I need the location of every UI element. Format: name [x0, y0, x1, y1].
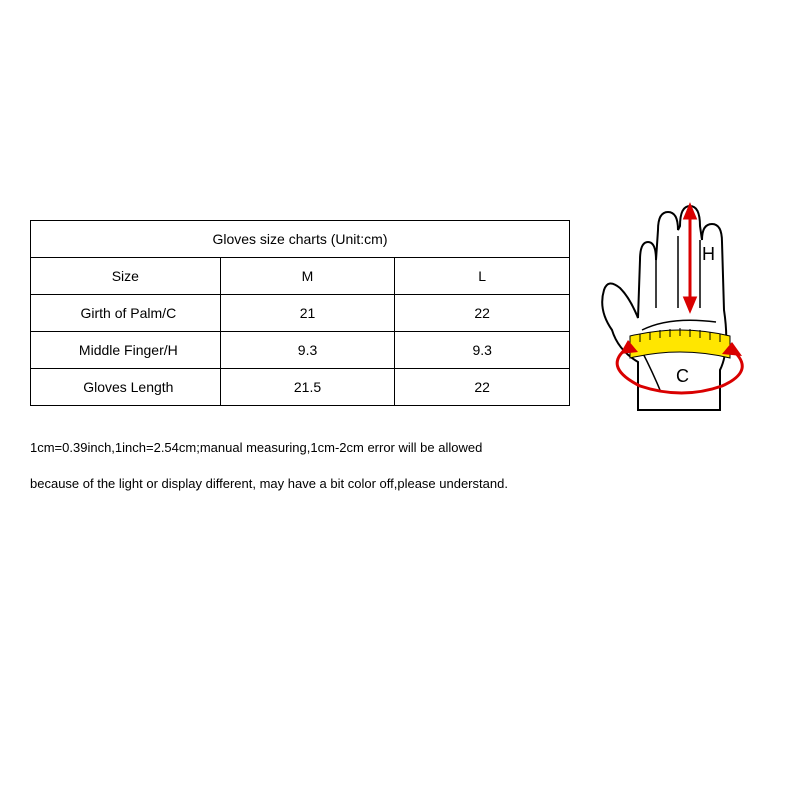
table-row: Girth of Palm/C 21 22 — [31, 295, 570, 332]
page: Gloves size charts (Unit:cm) Size M L Gi… — [0, 0, 800, 800]
hand-outline-icon — [602, 206, 726, 410]
cell: 21 — [220, 295, 395, 332]
cell: 9.3 — [395, 332, 570, 369]
row-label: Girth of Palm/C — [31, 295, 221, 332]
content-block: Gloves size charts (Unit:cm) Size M L Gi… — [30, 220, 770, 511]
col-size: Size — [31, 258, 221, 295]
row-label: Gloves Length — [31, 369, 221, 406]
row-label: Middle Finger/H — [31, 332, 221, 369]
table-row: Gloves Length 21.5 22 — [31, 369, 570, 406]
cell: 22 — [395, 295, 570, 332]
col-m: M — [220, 258, 395, 295]
col-l: L — [395, 258, 570, 295]
notes-block: 1cm=0.39inch,1inch=2.54cm;manual measuri… — [30, 439, 770, 493]
table-row: Middle Finger/H 9.3 9.3 — [31, 332, 570, 369]
cell: 22 — [395, 369, 570, 406]
size-chart-table: Gloves size charts (Unit:cm) Size M L Gi… — [30, 220, 570, 406]
table-title: Gloves size charts (Unit:cm) — [31, 221, 570, 258]
cell: 21.5 — [220, 369, 395, 406]
table-header-row: Size M L — [31, 258, 570, 295]
note-line-1: 1cm=0.39inch,1inch=2.54cm;manual measuri… — [30, 439, 770, 457]
chart-and-diagram-row: Gloves size charts (Unit:cm) Size M L Gi… — [30, 220, 770, 425]
note-line-2: because of the light or display differen… — [30, 475, 770, 493]
hand-diagram: H — [590, 190, 760, 425]
c-label: C — [676, 366, 689, 386]
hand-svg: H — [590, 190, 760, 420]
h-label: H — [702, 244, 715, 264]
table-title-row: Gloves size charts (Unit:cm) — [31, 221, 570, 258]
cell: 9.3 — [220, 332, 395, 369]
